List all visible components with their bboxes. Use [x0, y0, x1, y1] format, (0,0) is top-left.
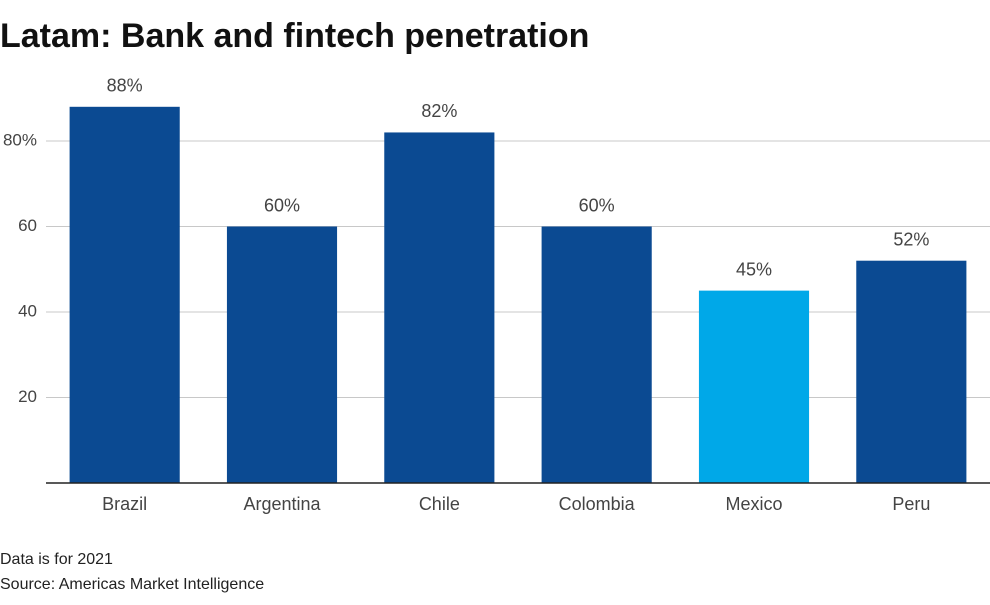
chart-title: Latam: Bank and fintech penetration — [0, 17, 589, 55]
bar — [698, 290, 810, 483]
source-note: Source: Americas Market Intelligence — [0, 576, 264, 593]
x-tick-label: Argentina — [243, 494, 321, 514]
value-label: 88% — [107, 76, 143, 96]
value-label: 52% — [893, 229, 929, 249]
y-tick-label: 80% — [3, 130, 37, 149]
y-tick-label: 60 — [18, 216, 37, 235]
bar — [384, 132, 495, 483]
note: Data is for 2021 — [0, 551, 113, 568]
value-label: 45% — [736, 259, 772, 279]
x-tick-label: Peru — [892, 494, 930, 514]
bar — [541, 226, 652, 483]
y-tick-label: 40 — [18, 301, 37, 320]
value-label: 60% — [264, 195, 300, 215]
x-tick-label: Chile — [419, 494, 460, 514]
x-tick-label: Mexico — [725, 494, 782, 514]
x-tick-label: Colombia — [559, 494, 636, 514]
bar — [69, 106, 180, 484]
y-tick-label: 20 — [18, 387, 37, 406]
value-label: 60% — [579, 195, 615, 215]
value-label: 82% — [421, 101, 457, 121]
x-tick-label: Brazil — [102, 494, 147, 514]
bar — [856, 260, 967, 483]
bar — [226, 226, 338, 483]
